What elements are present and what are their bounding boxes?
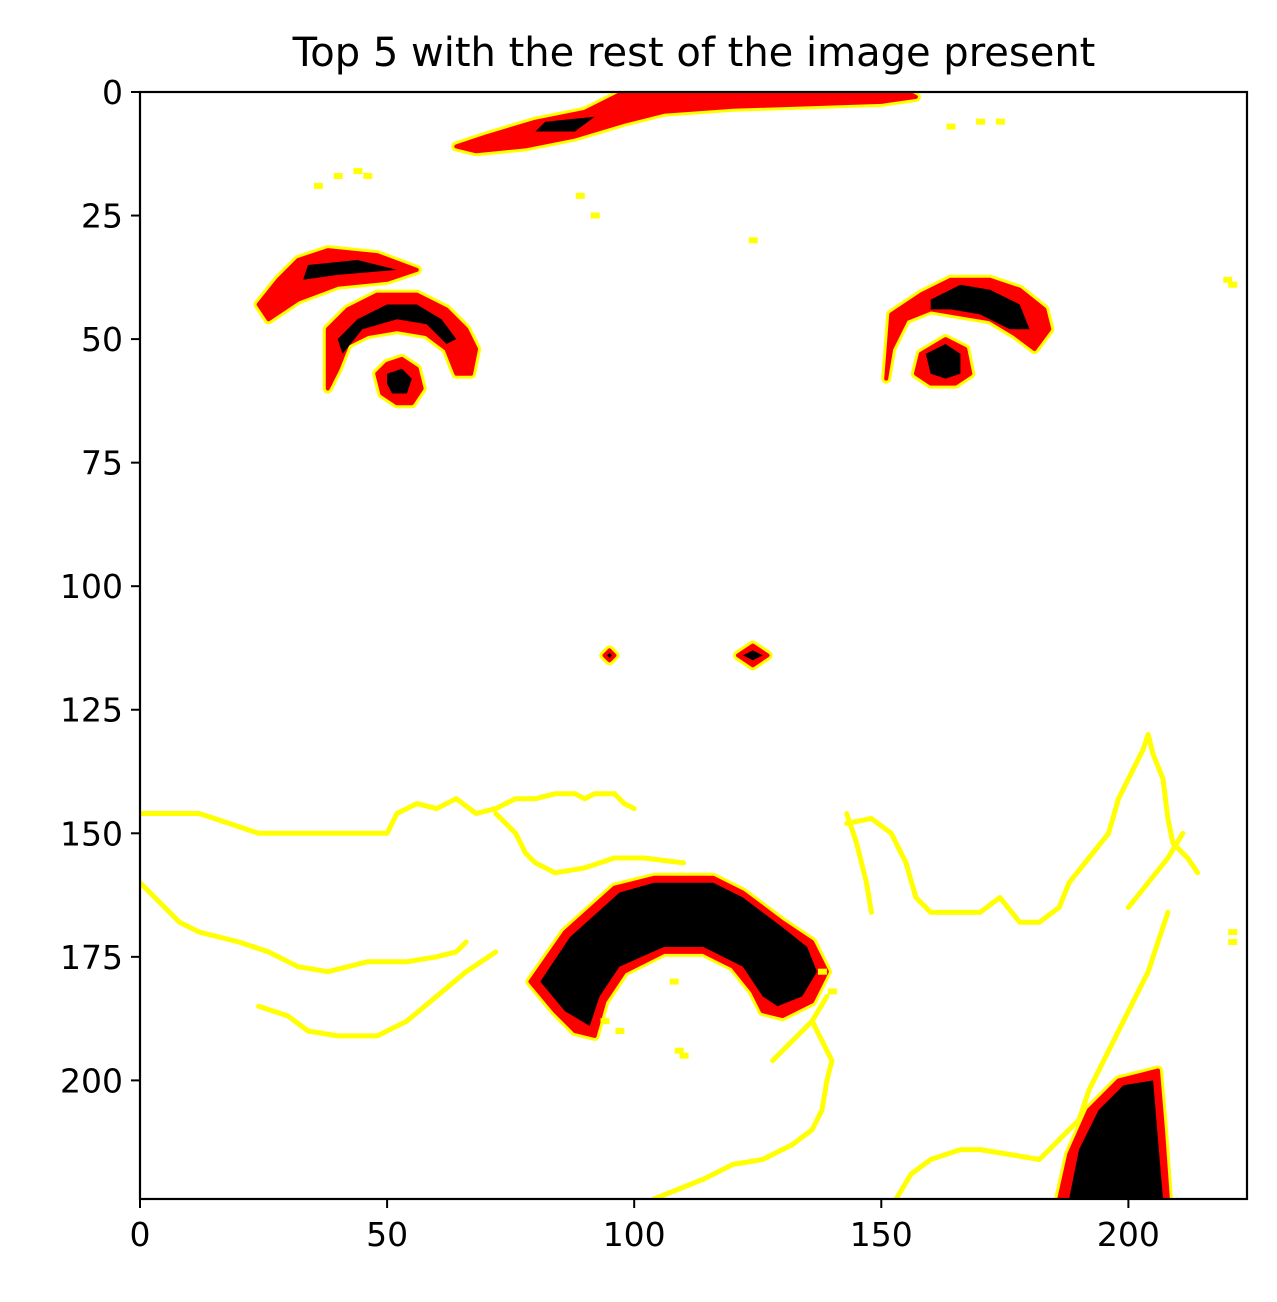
nostril-left-core: [607, 652, 612, 658]
y-tick-label-25: 25: [81, 197, 123, 236]
region-left-eye: [322, 289, 482, 394]
contour-line-7: [651, 1018, 835, 1199]
left-eye-pupil-core: [387, 368, 412, 394]
speck-3: [363, 173, 373, 179]
y-tick-label-125: 125: [60, 691, 123, 730]
region-nostril-left: [599, 645, 620, 666]
region-chin-shadow: [1054, 1065, 1173, 1199]
plot-frame: [138, 90, 1249, 1201]
forehead-streak-mid: [454, 92, 918, 154]
y-tick-label-175: 175: [60, 938, 123, 977]
right-eye-pupil-core: [925, 344, 961, 379]
speck-9: [674, 1047, 684, 1054]
contour-line-5: [844, 811, 874, 915]
speck-11: [615, 1028, 625, 1034]
y-tick-label-100: 100: [60, 567, 123, 606]
region-mouth: [525, 872, 832, 1041]
contour-line-6: [1125, 830, 1186, 910]
region-left-eye-pupil: [372, 353, 427, 409]
contour-line-4: [844, 732, 1201, 925]
speck-15: [1228, 929, 1238, 936]
speck-0: [333, 173, 343, 179]
contour-line-2: [256, 949, 499, 1039]
speck-18: [575, 192, 585, 199]
speck-1: [353, 168, 363, 175]
mouth-core: [540, 882, 817, 1026]
forehead-streak-core: [535, 116, 595, 132]
x-tick-label-100: 100: [603, 1215, 666, 1254]
region-left-eyebrow: [253, 245, 422, 325]
left-eye-core: [337, 304, 457, 354]
plot-area: [140, 92, 1247, 1199]
speck-8: [1228, 281, 1238, 288]
y-tick-label-200: 200: [60, 1061, 123, 1100]
region-right-eye: [881, 274, 1055, 384]
y-axis: 0 25 50 75 100 125 150 175 200: [60, 73, 140, 1100]
region-forehead-streak: [451, 92, 921, 157]
speck-13: [818, 968, 827, 975]
speck-14: [827, 988, 837, 995]
region-nostril-right: [733, 640, 773, 671]
left-eyebrow-core: [303, 260, 397, 280]
speck-10: [679, 1052, 689, 1059]
speck-2: [313, 182, 323, 189]
contour-line-9: [770, 993, 830, 1064]
y-tick-label-150: 150: [60, 814, 123, 853]
x-axis: 0 50 100 150 200: [130, 1199, 1160, 1254]
speck-16: [1228, 939, 1238, 945]
speck-5: [995, 118, 1005, 125]
contour-line-8: [893, 909, 1171, 1199]
contour-line-0: [140, 791, 637, 836]
speck-7: [1223, 276, 1233, 283]
y-tick-label-0: 0: [102, 73, 123, 112]
right-eye-core: [930, 284, 1030, 330]
speck-6: [946, 123, 956, 130]
x-tick-label-150: 150: [850, 1215, 913, 1254]
speck-4: [976, 118, 986, 125]
x-tick-label-200: 200: [1097, 1215, 1160, 1254]
speck-17: [669, 978, 679, 985]
chart-title: Top 5 with the rest of the image present: [292, 30, 1096, 76]
x-tick-label-50: 50: [366, 1215, 408, 1254]
x-tick-label-0: 0: [130, 1215, 151, 1254]
chin-shadow-core: [1069, 1080, 1163, 1199]
y-tick-label-50: 50: [81, 320, 123, 359]
speck-19: [590, 212, 600, 219]
nostril-right-core: [742, 650, 763, 661]
speck-20: [748, 237, 758, 244]
y-tick-label-75: 75: [81, 444, 123, 483]
contour-line-1: [140, 880, 469, 975]
heatmap-layer: [140, 92, 1238, 1199]
region-right-eye-pupil: [910, 334, 976, 389]
speck-12: [600, 1018, 610, 1025]
contour-line-3: [493, 811, 687, 876]
